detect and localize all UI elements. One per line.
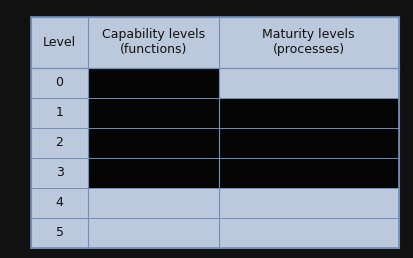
Bar [31,218,88,248]
Bar [31,17,398,248]
Bar [218,188,398,218]
Text: 4: 4 [55,196,63,209]
Text: 1: 1 [55,106,63,119]
Bar [218,128,398,158]
Bar [88,218,218,248]
Bar [31,98,88,128]
Bar [31,17,88,68]
Bar [218,98,398,128]
Text: 3: 3 [55,166,63,179]
Bar [31,68,88,98]
Text: 0: 0 [55,76,63,89]
Bar [88,98,218,128]
Bar [88,158,218,188]
Bar [88,17,218,68]
Text: Level: Level [43,36,76,49]
Bar [218,218,398,248]
Bar [31,128,88,158]
Bar [88,68,218,98]
Bar [88,128,218,158]
Bar [218,158,398,188]
Text: 2: 2 [55,136,63,149]
Bar [218,17,398,68]
Bar [31,188,88,218]
Bar [218,68,398,98]
Bar [31,158,88,188]
Text: Maturity levels
(processes): Maturity levels (processes) [262,28,354,56]
Bar [88,188,218,218]
Text: Capability levels
(functions): Capability levels (functions) [102,28,204,56]
Text: 5: 5 [55,226,63,239]
